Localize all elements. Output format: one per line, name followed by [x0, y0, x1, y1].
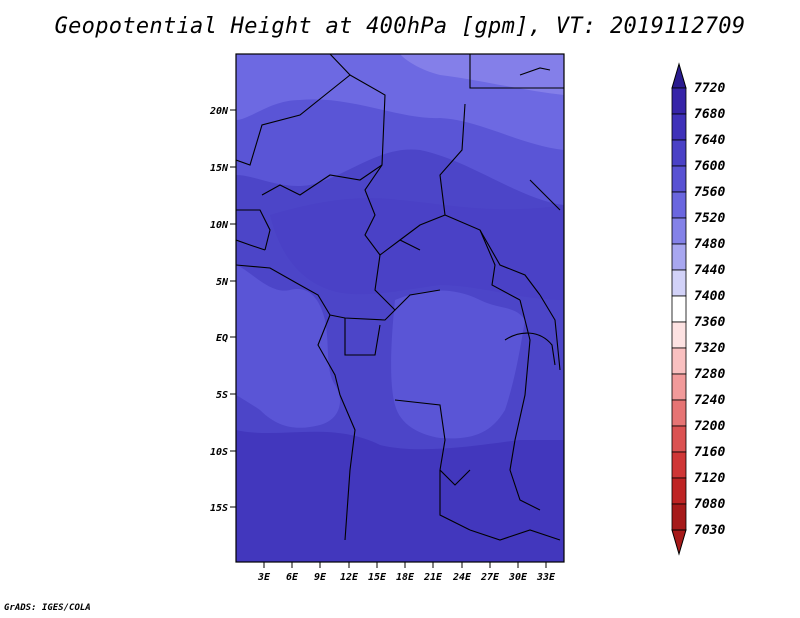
colorbar-bottom-arrow: [671, 529, 687, 556]
colorbar-segment: [671, 295, 687, 323]
colorbar-segment: [671, 425, 687, 453]
map-frame: [235, 53, 565, 563]
lat-label: 5N: [216, 277, 229, 288]
lon-labels: 3E 6E 9E 12E 15E 18E 21E 24E 27E 30E 33E: [257, 572, 556, 583]
lat-label: EQ: [216, 333, 228, 344]
lat-label: 15S: [210, 503, 228, 514]
colorbar-label: 7200: [694, 419, 725, 434]
lon-label: 15E: [368, 572, 387, 583]
lon-label: 9E: [314, 572, 327, 583]
colorbar-label: 7160: [694, 445, 725, 460]
colorbar-segment: [671, 243, 687, 271]
credit-label: GrADS: IGES/COLA: [4, 603, 91, 613]
colorbar-label: 7030: [694, 523, 725, 538]
lon-label: 12E: [340, 572, 359, 583]
lat-labels: 20N 15N 10N 5N EQ 5S 10S 15S: [209, 106, 229, 514]
colorbar-segment: [671, 373, 687, 401]
colorbar-segment: [671, 139, 687, 167]
field-congo-band: [391, 290, 525, 439]
colorbar-label: 7120: [694, 471, 725, 486]
colorbar-label: 7320: [694, 341, 725, 356]
colorbar-label: 7240: [694, 393, 725, 408]
lon-label: 27E: [480, 572, 500, 583]
colorbar-segment: [671, 217, 687, 245]
colorbar-label: 7400: [694, 289, 725, 304]
lat-ticks: [230, 109, 236, 508]
lon-label: 24E: [452, 572, 472, 583]
colorbar-label: 7360: [694, 315, 725, 330]
colorbar-segment: [671, 269, 687, 297]
lon-label: 3E: [257, 572, 271, 583]
lon-label: 33E: [536, 572, 556, 583]
colorbar-segment: [671, 113, 687, 141]
lon-label: 18E: [396, 572, 415, 583]
lat-label: 5S: [216, 390, 228, 401]
colorbar-label: 7480: [694, 237, 725, 252]
colorbar-label: 7600: [694, 159, 725, 174]
colorbar: 7720 7680 7640 7600 7560 7520 7480 7440 7400 7360…: [671, 62, 725, 556]
height-field: [236, 54, 564, 562]
colorbar-label: 7720: [694, 81, 725, 96]
colorbar-segment: [671, 347, 687, 375]
colorbar-label: 7280: [694, 367, 725, 382]
lat-label: 15N: [210, 163, 229, 174]
colorbar-segment: [671, 165, 687, 193]
map-title: Geopotential Height at 400hPa [gpm], VT:…: [54, 14, 746, 39]
colorbar-label: 7520: [694, 211, 725, 226]
colorbar-segment: [671, 451, 687, 479]
colorbar-label: 7440: [694, 263, 725, 278]
colorbar-segment: [671, 321, 687, 349]
lon-ticks: [263, 562, 547, 568]
lon-label: 6E: [286, 572, 299, 583]
colorbar-segment: [671, 87, 687, 115]
colorbar-segment: [671, 477, 687, 505]
colorbar-segment: [671, 503, 687, 531]
country-borders: [236, 54, 564, 541]
field-south-band: [236, 430, 564, 562]
lon-label: 21E: [423, 572, 443, 583]
colorbar-label: 7680: [694, 107, 725, 122]
lon-label: 30E: [508, 572, 528, 583]
lat-label: 20N: [209, 106, 229, 117]
colorbar-segment: [671, 191, 687, 219]
colorbar-label: 7080: [694, 497, 725, 512]
lat-label: 10N: [210, 220, 229, 231]
colorbar-label: 7640: [694, 133, 725, 148]
colorbar-segment: [671, 399, 687, 427]
colorbar-top-arrow: [671, 62, 687, 89]
field-north-band-3: [400, 54, 564, 95]
lat-label: 10S: [210, 447, 228, 458]
field-west-band: [236, 265, 340, 428]
colorbar-label: 7560: [694, 185, 725, 200]
